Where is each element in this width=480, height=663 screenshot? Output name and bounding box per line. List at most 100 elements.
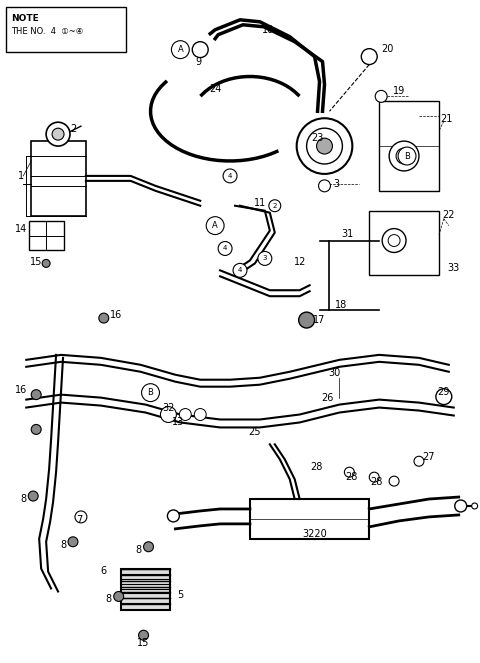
- Circle shape: [52, 128, 64, 140]
- Text: 27: 27: [423, 452, 435, 462]
- Text: 20: 20: [381, 44, 393, 54]
- Circle shape: [142, 384, 159, 402]
- Text: 15: 15: [137, 638, 150, 648]
- Circle shape: [114, 591, 124, 601]
- Circle shape: [68, 537, 78, 547]
- Circle shape: [75, 511, 87, 523]
- Text: 22: 22: [443, 210, 455, 219]
- Circle shape: [316, 138, 333, 154]
- Text: 11: 11: [254, 198, 266, 208]
- Text: 14: 14: [15, 223, 27, 233]
- Circle shape: [299, 312, 314, 328]
- Text: 26: 26: [321, 392, 334, 402]
- Circle shape: [472, 503, 478, 509]
- Text: 8: 8: [106, 595, 112, 605]
- Text: A: A: [212, 221, 218, 230]
- Circle shape: [192, 42, 208, 58]
- Circle shape: [361, 48, 377, 64]
- Text: NOTE: NOTE: [12, 14, 39, 23]
- Circle shape: [160, 406, 176, 422]
- Bar: [31, 141, 86, 215]
- Text: 3: 3: [263, 255, 267, 261]
- Text: 13: 13: [172, 418, 184, 428]
- Circle shape: [31, 390, 41, 400]
- Circle shape: [269, 200, 281, 211]
- Text: 33: 33: [448, 263, 460, 273]
- Text: 10: 10: [262, 25, 274, 34]
- Circle shape: [369, 472, 379, 482]
- Circle shape: [194, 408, 206, 420]
- Text: 5: 5: [177, 591, 183, 601]
- Text: 32: 32: [162, 402, 175, 412]
- Circle shape: [180, 408, 192, 420]
- Circle shape: [28, 491, 38, 501]
- Circle shape: [168, 510, 180, 522]
- Text: 4: 4: [223, 245, 227, 251]
- Circle shape: [171, 40, 189, 58]
- Text: 28: 28: [311, 462, 323, 472]
- Text: 23: 23: [312, 133, 324, 143]
- Circle shape: [436, 389, 452, 404]
- Text: 6: 6: [101, 566, 107, 575]
- Text: 9: 9: [195, 56, 201, 66]
- Circle shape: [398, 147, 416, 165]
- Text: B: B: [404, 152, 410, 160]
- Circle shape: [307, 128, 342, 164]
- Circle shape: [414, 456, 424, 466]
- Text: 4: 4: [228, 173, 232, 179]
- Text: 28: 28: [370, 477, 383, 487]
- Circle shape: [455, 500, 467, 512]
- Text: 7: 7: [76, 515, 82, 525]
- Text: 25: 25: [249, 428, 261, 438]
- Bar: [29, 221, 64, 251]
- Text: 28: 28: [345, 472, 358, 482]
- Circle shape: [382, 229, 406, 253]
- Text: 21: 21: [441, 114, 453, 124]
- Text: 8: 8: [20, 494, 26, 504]
- Text: 16: 16: [15, 385, 27, 394]
- Circle shape: [297, 118, 352, 174]
- Text: 2: 2: [70, 124, 76, 134]
- Circle shape: [233, 263, 247, 277]
- Circle shape: [42, 259, 50, 267]
- Circle shape: [344, 467, 354, 477]
- Circle shape: [46, 122, 70, 146]
- Text: 16: 16: [109, 310, 122, 320]
- Text: 24: 24: [209, 84, 221, 94]
- Circle shape: [218, 241, 232, 255]
- Text: 30: 30: [328, 368, 341, 378]
- Text: A: A: [178, 45, 183, 54]
- Bar: [369, 211, 439, 275]
- Circle shape: [319, 180, 330, 192]
- Text: B: B: [147, 388, 154, 397]
- Circle shape: [258, 251, 272, 265]
- Circle shape: [388, 235, 400, 247]
- Text: 2: 2: [273, 203, 277, 209]
- Circle shape: [389, 141, 419, 171]
- Circle shape: [206, 217, 224, 235]
- Bar: [250, 499, 369, 539]
- Circle shape: [139, 631, 148, 640]
- Text: 3220: 3220: [302, 529, 327, 539]
- Bar: [120, 569, 170, 611]
- Text: 18: 18: [336, 300, 348, 310]
- Circle shape: [99, 313, 109, 323]
- Text: 29: 29: [438, 387, 450, 396]
- Bar: [379, 101, 439, 191]
- Circle shape: [144, 542, 154, 552]
- Text: 17: 17: [313, 315, 326, 325]
- Text: 1: 1: [18, 171, 24, 181]
- Text: 31: 31: [341, 229, 353, 239]
- Text: 3: 3: [334, 179, 339, 189]
- Circle shape: [396, 148, 412, 164]
- Text: 8: 8: [60, 540, 66, 550]
- Text: 4: 4: [238, 267, 242, 273]
- Circle shape: [375, 90, 387, 102]
- Text: 8: 8: [135, 545, 142, 555]
- Circle shape: [223, 169, 237, 183]
- Text: 15: 15: [30, 257, 42, 267]
- Text: 12: 12: [293, 257, 306, 267]
- FancyBboxPatch shape: [6, 7, 126, 52]
- Text: 19: 19: [393, 86, 405, 96]
- Circle shape: [389, 476, 399, 486]
